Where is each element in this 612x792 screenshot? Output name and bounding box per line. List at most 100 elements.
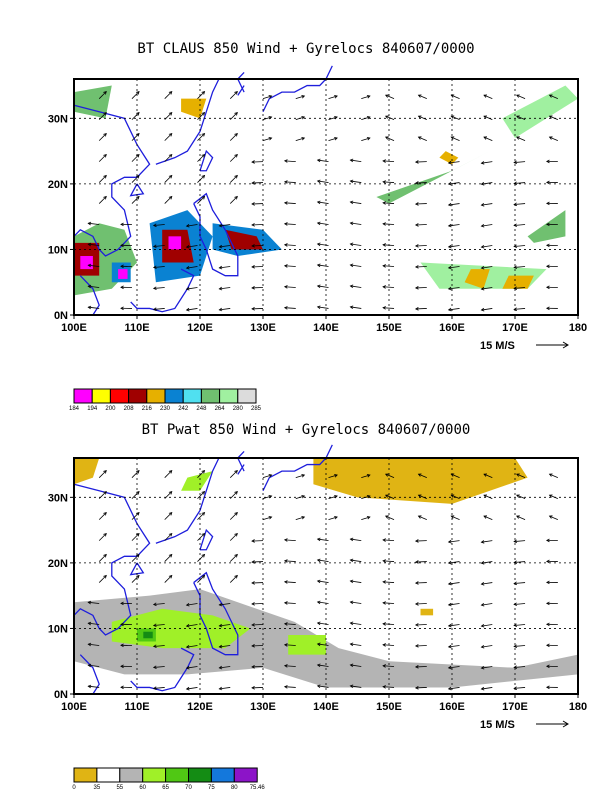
chart-1-wind-vector (448, 203, 460, 206)
chart-1-wind-vector-head (513, 286, 518, 290)
chart-1-wind-vector (153, 287, 165, 289)
chart-2-wind-vector (481, 603, 493, 606)
chart-1-wind-vector (88, 264, 100, 267)
chart-1-wind-vector (483, 115, 493, 121)
chart-2-wind-vector-head (480, 582, 485, 586)
chart-1-wind-vector-head (349, 284, 354, 289)
chart-2-colorbar-label: 65 (162, 785, 169, 791)
chart-2-wind-vector (350, 643, 362, 646)
chart-1-wind-vector-head (513, 223, 518, 228)
chart-2-wind-vector-head (120, 664, 124, 669)
chart-2-wind-vector (164, 575, 173, 583)
chart-1-wind-vector (131, 154, 140, 162)
chart-2-wind-vector-head (483, 515, 488, 519)
chart-1-wind-vector (98, 91, 107, 99)
chart-2-wind-vector-head (168, 574, 173, 579)
chart-2-wind-vector-head (234, 553, 238, 558)
chart-2-wind-vector (317, 601, 329, 604)
chart-2-wind-vector (229, 491, 238, 499)
chart-2-x-tick-label: 150E (376, 701, 402, 713)
chart-1-wind-vector-head (301, 136, 306, 141)
chart-1-wind-vector-head (349, 200, 354, 205)
chart-2-x-tick-label: 170E (502, 701, 528, 713)
chart-2-wind-vector-head (136, 532, 140, 537)
chart-1-wind-vector (361, 95, 370, 100)
chart-2-wind-vector-head (185, 665, 190, 670)
chart-1-wind-vector (549, 136, 558, 141)
chart-1-wind-vector (284, 181, 296, 183)
chart-2-wind-vector (229, 512, 238, 520)
chart-1-wind-vector-head (283, 243, 288, 247)
chart-1-colorbar-label: 264 (215, 406, 226, 412)
chart-1-coastline (262, 65, 333, 113)
chart-2-wind-vector-head (268, 474, 273, 478)
chart-2-wind-vector (186, 624, 198, 627)
chart-1-wind-vector-head (349, 242, 354, 247)
chart-1-wind-vector (153, 245, 165, 247)
chart-2-wind-vector-head (283, 622, 288, 626)
chart-1-wind-vector (317, 222, 329, 225)
chart-2-wind-vector (229, 554, 238, 562)
chart-1-coastline (237, 85, 245, 96)
chart-2-wind-vector-head (366, 474, 371, 478)
chart-1-wind-vector (88, 306, 100, 309)
chart-1-wind-vector (383, 265, 395, 267)
chart-2-wind-vector-head (414, 560, 419, 564)
chart-1-x-tick-label: 110E (124, 322, 149, 334)
chart-1-wind-vector-head (546, 264, 550, 269)
chart-2-wind-vector-head (349, 537, 354, 542)
chart-2-wind-vector-head (316, 684, 321, 689)
chart-2-wind-vector-head (185, 686, 190, 691)
chart-1-wind-vector-head (548, 115, 553, 119)
chart-1-wind-vector-head (366, 95, 371, 99)
chart-1-wind-vector-head (201, 195, 206, 200)
chart-2-wind-vector-head (120, 622, 124, 627)
chart-2-wind-vector (481, 540, 493, 543)
chart-2-coastline (79, 654, 100, 695)
chart-1-wind-vector-head (218, 265, 223, 270)
chart-1-wind-vector-head (414, 244, 419, 248)
chart-1-wind-vector-head (251, 265, 255, 269)
chart-2-wind-vector-head (546, 538, 550, 543)
chart-1-wind-vector-head (546, 285, 550, 290)
chart-1-wind-vector-head (120, 222, 124, 227)
chart-2-wind-vector (383, 539, 395, 541)
chart-1-wind-vector (131, 175, 140, 183)
chart-2-colorbar-swatch (210, 767, 235, 783)
chart-2-x-tick-label: 110E (124, 701, 149, 713)
chart-1-wind-vector (514, 161, 526, 163)
chart-2-wind-vector-head (87, 642, 92, 647)
chart-1-wind-vector (350, 264, 362, 267)
chart-1-wind-vector-head (234, 174, 238, 179)
chart-2-wind-vector-head (349, 663, 354, 668)
chart-1-wind-vector (131, 196, 140, 204)
chart-1-wind-vector (328, 116, 338, 121)
chart-1-wind-vector (229, 196, 238, 204)
chart-1-colorbar-label: 216 (142, 406, 153, 412)
chart-1-wind-vector (383, 223, 395, 225)
chart-2-wind-vector-head (168, 553, 173, 558)
chart-2-wind-vector-head (103, 470, 107, 474)
chart-1-wind-vector-head (480, 224, 485, 228)
chart-1-wind-vector (295, 116, 305, 121)
chart-1-wind-vector-head (234, 132, 238, 137)
chart-1-wind-vector (153, 224, 165, 226)
chart-2-wind-vector (361, 516, 370, 521)
chart-2-wind-vector-head (201, 470, 206, 474)
chart-1-wind-vector-head (546, 201, 550, 206)
chart-1-wind-vector-head (414, 223, 419, 227)
chart-2-wind-vector (350, 580, 362, 583)
chart-1-wind-vector (328, 137, 338, 142)
chart-1-wind-vector (186, 287, 198, 290)
chart-1-wind-vector-head (414, 307, 419, 311)
chart-1-wind-vector (98, 112, 107, 120)
chart-1-wind-vector (385, 115, 395, 121)
chart-1-wind-vector-head (316, 263, 321, 268)
chart-2-wind-vector (385, 515, 395, 520)
chart-1-wind-vector-head (168, 91, 173, 95)
chart-1-wind-vector-head (513, 265, 518, 270)
chart-2-wind-vector (186, 687, 198, 690)
chart-1-wind-vector (262, 137, 272, 142)
chart-2-wind-vector-head (234, 532, 238, 537)
chart-2-wind-vector (481, 687, 493, 690)
